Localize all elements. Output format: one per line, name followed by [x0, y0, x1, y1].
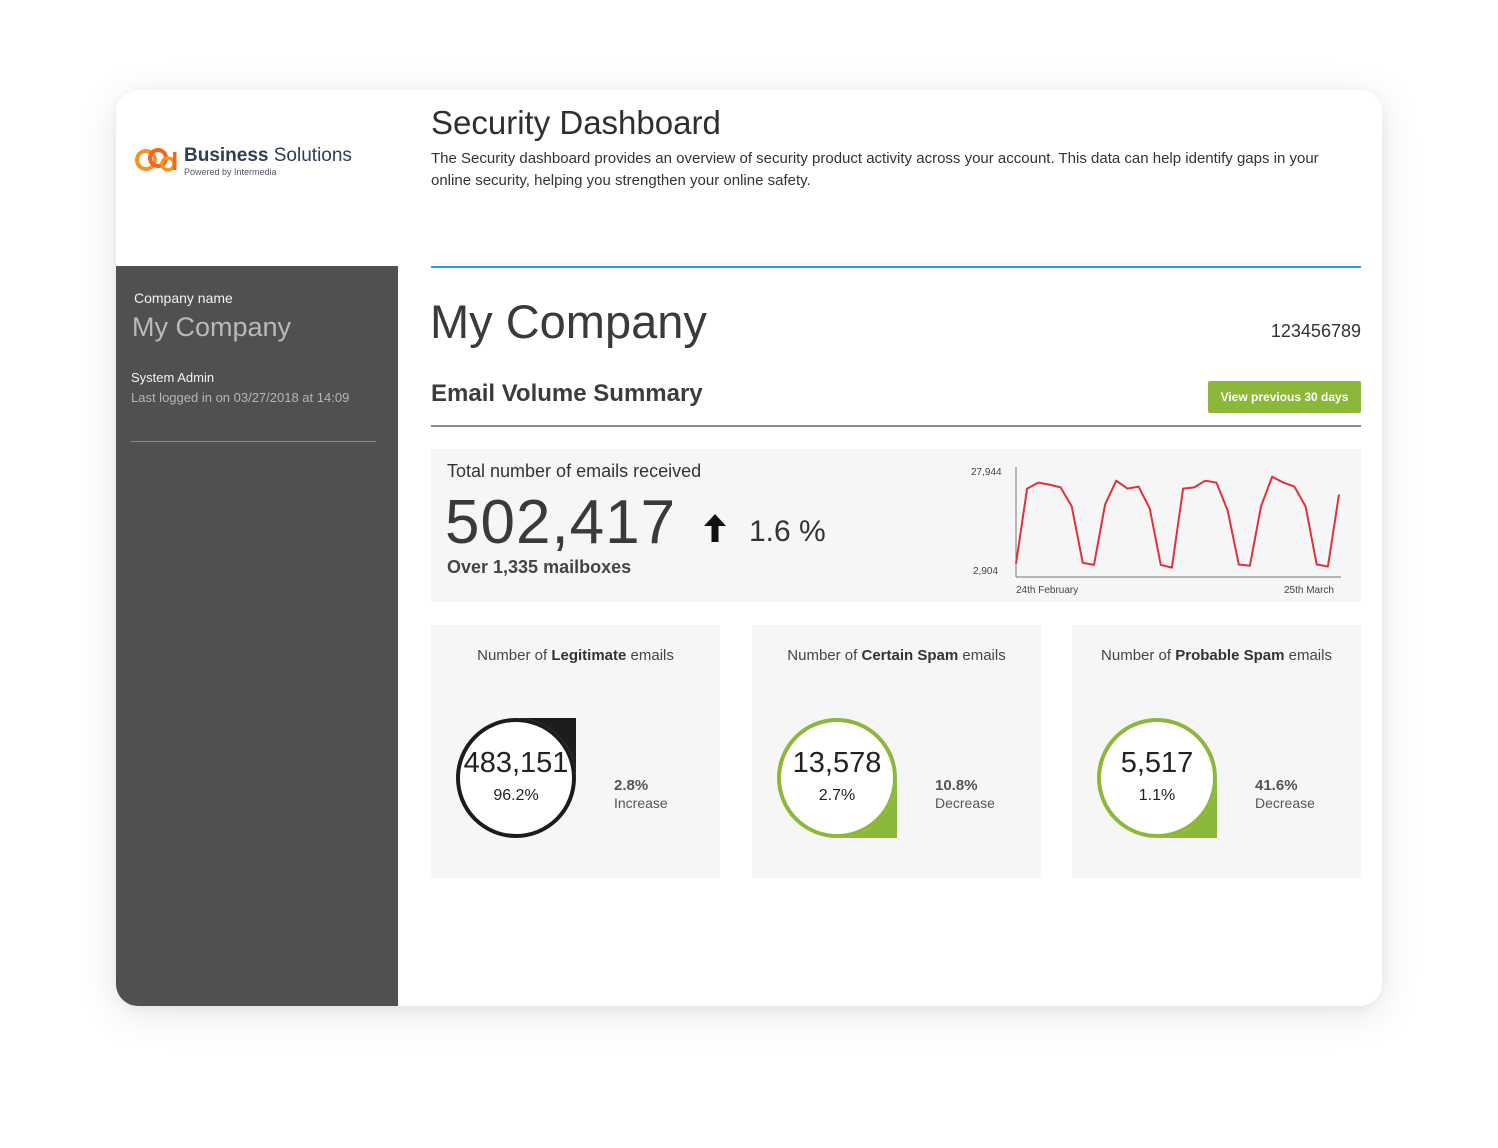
view-previous-30-days-button[interactable]: View previous 30 days [1208, 381, 1361, 413]
stat-percent: 96.2% [493, 787, 539, 804]
account-id: 123456789 [1270, 321, 1361, 341]
email-volume-sparkline: 27,944 2,904 24th February 25th March [971, 467, 1341, 596]
stat-title: Number of Certain Spam emails [787, 647, 1006, 664]
stat-percent: 2.7% [818, 787, 856, 804]
page-description: The Security dashboard provides an overv… [431, 150, 1319, 189]
y-tick-min: 2,904 [973, 566, 998, 577]
certain-spam-card: Number of Certain Spam emails 13,578 2.7… [752, 625, 1041, 878]
x-tick-start: 24th February [1016, 585, 1078, 596]
brand-logo[interactable]: Business Solutions Powered by Intermedia [134, 146, 352, 177]
last-login-text: Last logged in on 03/27/2018 at 14:09 [131, 390, 350, 405]
header-divider [431, 266, 1361, 268]
section-title: Email Volume Summary [431, 380, 703, 407]
total-emails-panel: Total number of emails received 502,417 … [431, 449, 1361, 602]
stat-title: Number of Probable Spam emails [1101, 647, 1332, 664]
sidebar-divider [131, 441, 376, 442]
total-change-percent: 1.6 % [749, 515, 826, 548]
series-line [1015, 475, 1340, 569]
mailboxes-count: Over 1,335 mailboxes [447, 557, 632, 577]
ring-circle [1097, 718, 1217, 838]
sidebar: Company name My Company System Admin Las… [116, 266, 398, 1006]
stat-value: 5,517 [1120, 747, 1194, 779]
brand-name: Business Solutions [184, 145, 352, 166]
stat-title: Number of Legitimate emails [477, 647, 674, 664]
ring-circle [456, 718, 576, 838]
brand-rings-icon [135, 148, 177, 172]
dashboard-card: Business Solutions Powered by Intermedia… [116, 90, 1382, 1006]
ring-chart [1097, 718, 1217, 838]
stat-percent: 1.1% [1138, 787, 1176, 804]
arrow-up-icon [704, 514, 726, 542]
section-divider [431, 425, 1361, 427]
stat-ring: 483,151 96.2% [453, 715, 579, 841]
page-title: Security Dashboard [431, 104, 721, 141]
user-role: System Admin [131, 370, 215, 385]
probable-spam-card: Number of Probable Spam emails 5,517 1.1… [1072, 625, 1361, 878]
ring-corner-wedge [516, 718, 576, 778]
company-name-label: Company name [134, 290, 233, 306]
stat-direction: Increase [614, 795, 668, 811]
sidebar-company-name: My Company [132, 312, 292, 342]
ring-chart [456, 718, 576, 838]
ring-circle [777, 718, 897, 838]
company-title: My Company [430, 295, 707, 348]
stat-change: 41.6% [1255, 777, 1298, 794]
brand-tagline: Powered by Intermedia [184, 167, 277, 177]
y-tick-max: 27,944 [971, 467, 1002, 478]
ring-corner-wedge [1157, 778, 1217, 838]
stat-change: 2.8% [614, 777, 649, 794]
total-emails-label: Total number of emails received [447, 461, 702, 481]
stat-change: 10.8% [935, 777, 978, 794]
legitimate-emails-card: Number of Legitimate emails 483,151 96.2… [431, 625, 720, 878]
stat-ring: 13,578 2.7% [774, 715, 900, 841]
stat-value: 483,151 [463, 747, 569, 779]
stat-direction: Decrease [935, 795, 995, 811]
total-emails-value: 502,417 [445, 488, 677, 557]
stat-value: 13,578 [792, 747, 882, 779]
ring-chart [777, 718, 897, 838]
ring-corner-wedge [837, 778, 897, 838]
stat-direction: Decrease [1255, 795, 1315, 811]
x-tick-end: 25th March [1284, 585, 1334, 596]
stat-ring: 5,517 1.1% [1094, 715, 1220, 841]
